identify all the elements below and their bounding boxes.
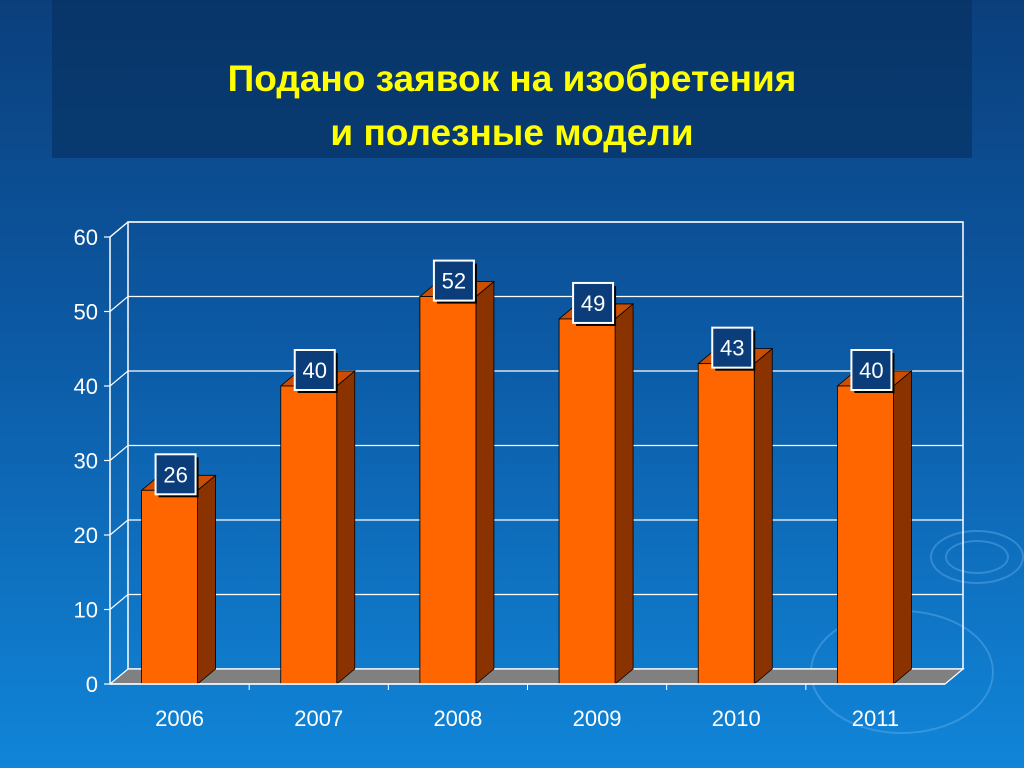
data-label-box: [850, 349, 893, 391]
y-tick-label: 0: [86, 672, 98, 697]
title-line-1: Подано заявок на изобретения: [227, 58, 797, 99]
y-tick-label: 40: [74, 374, 98, 399]
x-tick-label: 2011: [852, 706, 899, 731]
data-label: 40: [303, 358, 327, 383]
bar: [141, 489, 198, 685]
data-label-box: [572, 281, 615, 324]
bar: [280, 385, 338, 685]
data-label: 26: [163, 462, 187, 487]
data-label: 43: [720, 336, 744, 361]
gridline-side: [109, 594, 129, 610]
gridline-side: [109, 370, 129, 387]
bar-side: [197, 474, 216, 685]
data-label: 52: [442, 269, 466, 294]
y-tick-label: 20: [74, 523, 98, 548]
data-label-box: [711, 326, 754, 369]
bar-side: [893, 370, 912, 685]
bar-side: [614, 303, 634, 685]
data-label: 49: [581, 291, 605, 316]
data-label-box: [293, 349, 336, 391]
x-tick-label: 2006: [155, 706, 204, 731]
bar: [419, 296, 477, 685]
x-tick-label: 2007: [294, 706, 343, 731]
gridline-side: [109, 296, 129, 312]
water-ripple-decoration: [930, 530, 1024, 584]
x-tick-label: 2008: [433, 706, 482, 731]
y-tick-label: 10: [74, 598, 98, 623]
y-tick-label: 60: [74, 225, 98, 250]
slide-title: Подано заявок на изобретения и полезные …: [52, 52, 972, 160]
chart-floor: [108, 668, 965, 685]
bar: [697, 363, 755, 685]
gridline-side: [109, 221, 129, 238]
data-label-box: [154, 453, 197, 496]
bar: [837, 385, 894, 685]
gridline-side: [109, 519, 129, 536]
data-label: 40: [859, 358, 883, 383]
title-line-2: и полезные модели: [330, 112, 694, 153]
gridline-side: [109, 445, 129, 461]
bar-side: [475, 280, 495, 685]
bar-side: [336, 370, 356, 685]
bar-side: [753, 347, 773, 685]
data-label-box: [432, 259, 475, 302]
x-tick-label: 2009: [573, 706, 622, 731]
title-panel: [52, 0, 972, 158]
y-tick-label: 50: [74, 300, 98, 325]
bar: [558, 318, 616, 685]
y-tick-label: 30: [74, 449, 98, 474]
x-tick-label: 2010: [712, 706, 761, 731]
